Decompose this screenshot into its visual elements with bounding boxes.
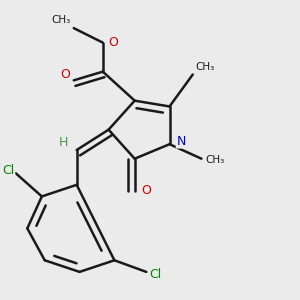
Text: O: O xyxy=(60,68,70,81)
Text: CH₃: CH₃ xyxy=(196,61,215,72)
Text: O: O xyxy=(141,184,151,197)
Text: CH₃: CH₃ xyxy=(206,155,225,165)
Text: Cl: Cl xyxy=(2,164,15,177)
Text: Cl: Cl xyxy=(149,268,161,281)
Text: CH₃: CH₃ xyxy=(52,15,71,25)
Text: N: N xyxy=(176,135,186,148)
Text: H: H xyxy=(58,136,68,149)
Text: O: O xyxy=(108,36,118,49)
